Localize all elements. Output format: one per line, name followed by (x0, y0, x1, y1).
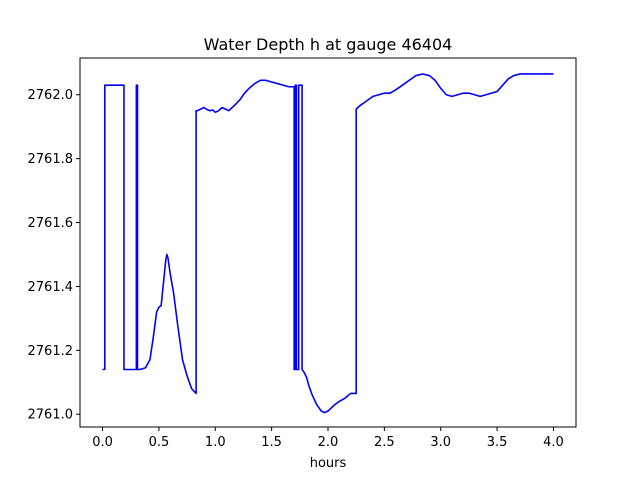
x-tick-label: 3.0 (430, 435, 451, 450)
plot-area (102, 73, 554, 414)
x-tick-label: 0.0 (92, 435, 113, 450)
x-tick-label: 3.5 (487, 435, 508, 450)
x-tick-label: 4.0 (543, 435, 564, 450)
x-tick-label: 1.5 (261, 435, 282, 450)
x-axis-ticks: 0.0 0.5 1.0 1.5 2.0 2.5 3.0 3.5 4.0 (92, 427, 564, 450)
y-tick-label: 2761.8 (28, 152, 74, 167)
x-tick-label: 2.0 (318, 435, 339, 450)
x-tick-label: 0.5 (149, 435, 170, 450)
y-tick-label: 2761.2 (28, 344, 74, 359)
x-tick-label: 2.5 (374, 435, 395, 450)
x-tick-label: 1.0 (205, 435, 226, 450)
y-tick-label: 2761.4 (28, 280, 74, 295)
y-axis-ticks: 2761.0 2761.2 2761.4 2761.6 2761.8 2762.0 (28, 88, 80, 423)
plot-frame (79, 57, 577, 428)
y-tick-label: 2761.0 (28, 408, 74, 423)
x-axis-label: hours (310, 456, 347, 471)
series-line (102, 73, 554, 414)
y-tick-label: 2762.0 (28, 88, 74, 103)
y-tick-label: 2761.6 (28, 216, 74, 231)
chart-title: Water Depth h at gauge 46404 (204, 35, 453, 54)
